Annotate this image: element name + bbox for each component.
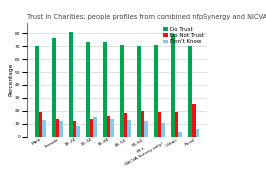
- Bar: [161, 123, 165, 137]
- Bar: [154, 45, 158, 137]
- Bar: [124, 113, 127, 137]
- Bar: [73, 121, 76, 137]
- Bar: [86, 42, 90, 137]
- Bar: [171, 34, 175, 137]
- Bar: [59, 121, 63, 137]
- Bar: [39, 112, 42, 137]
- Bar: [42, 120, 46, 137]
- Bar: [76, 126, 80, 137]
- Bar: [90, 119, 93, 137]
- Bar: [144, 121, 148, 137]
- Bar: [69, 32, 73, 137]
- Bar: [158, 112, 161, 137]
- Bar: [188, 46, 192, 137]
- Bar: [35, 46, 39, 137]
- Bar: [52, 38, 56, 137]
- Bar: [56, 119, 59, 137]
- Bar: [110, 119, 114, 137]
- Bar: [196, 129, 199, 137]
- Bar: [141, 111, 144, 137]
- Bar: [175, 112, 178, 137]
- Bar: [120, 45, 124, 137]
- Bar: [178, 132, 182, 137]
- Text: Trust in Charities: people profiles from combined nfpSynergy and NICVA surveys: Trust in Charities: people profiles from…: [27, 14, 266, 20]
- Bar: [137, 46, 141, 137]
- Bar: [127, 120, 131, 137]
- Legend: Do Trust, Do Not Trust, Don't Know: Do Trust, Do Not Trust, Don't Know: [162, 26, 205, 46]
- Bar: [93, 117, 97, 137]
- Y-axis label: Percentage: Percentage: [8, 63, 13, 97]
- Bar: [103, 42, 107, 137]
- Bar: [107, 116, 110, 137]
- Bar: [192, 105, 196, 137]
